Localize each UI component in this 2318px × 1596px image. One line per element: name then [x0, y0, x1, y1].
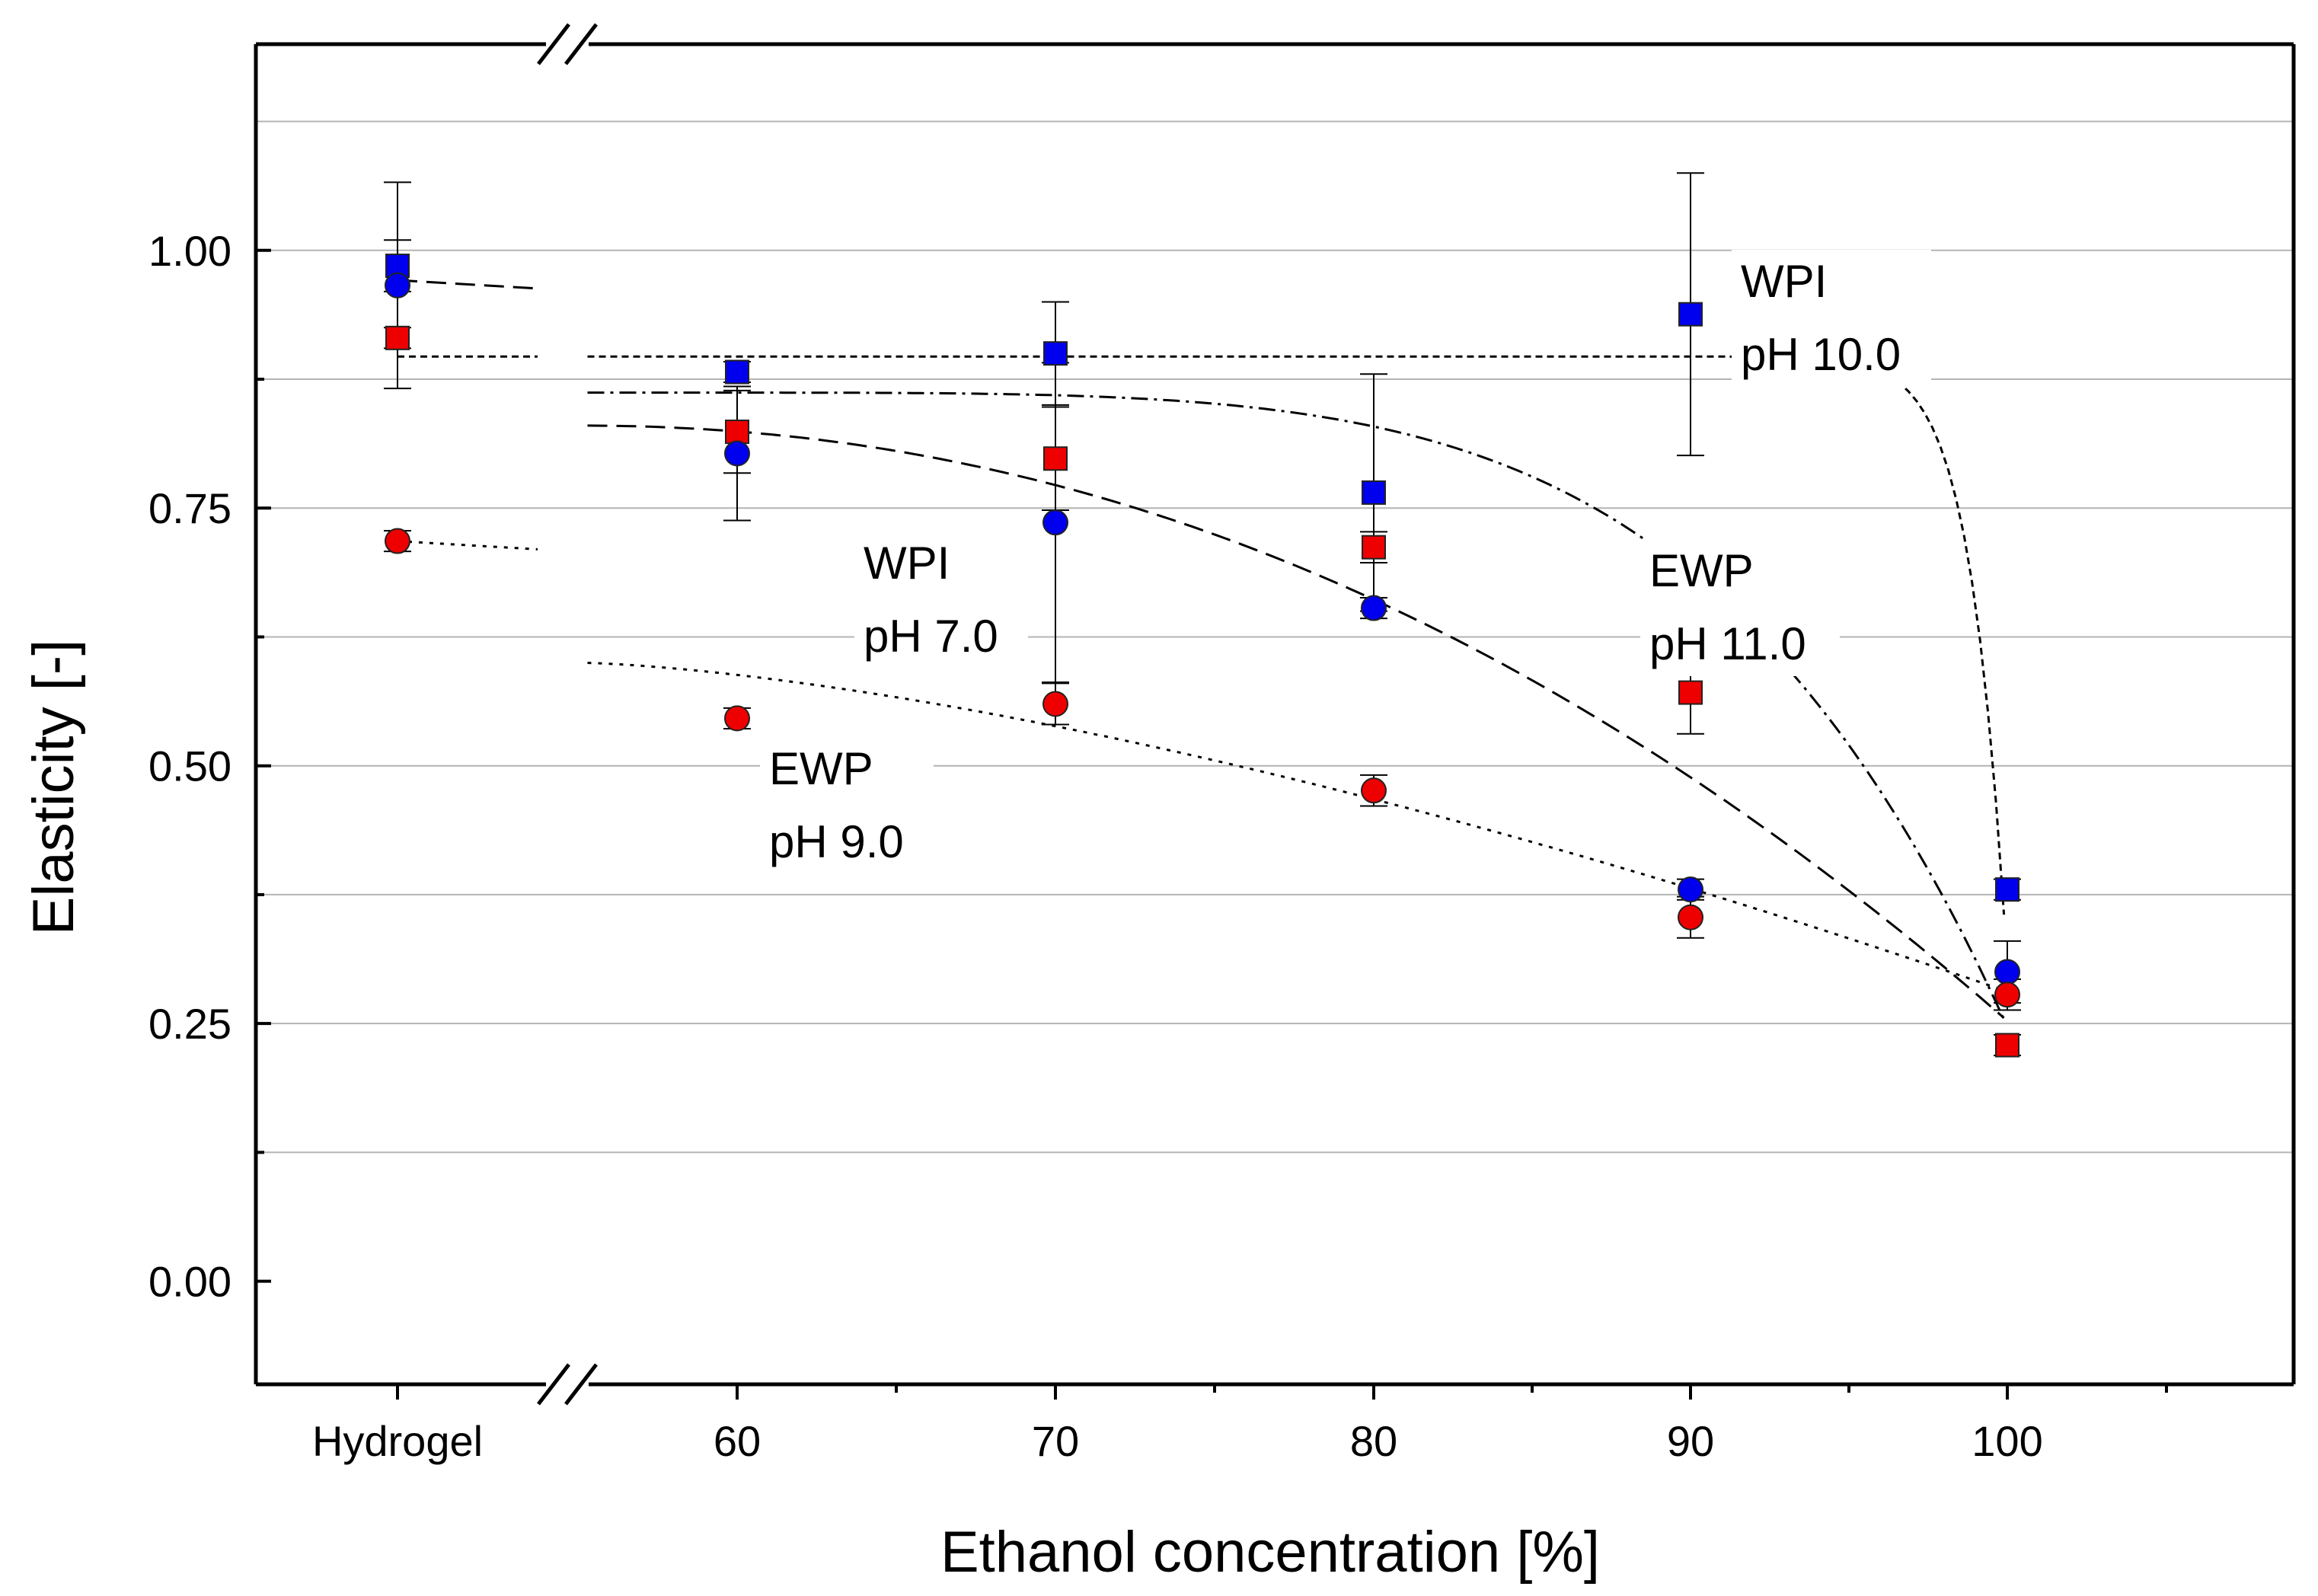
axis-break-mark: [564, 1363, 598, 1406]
circle-marker: [724, 705, 750, 732]
series-annotation: pH 9.0: [769, 816, 904, 867]
fit-curve: [587, 662, 2005, 992]
circle-marker: [724, 440, 750, 467]
y-tick-label: 0.75: [148, 484, 231, 532]
annotation-bg: [760, 737, 934, 874]
circle-marker: [1994, 959, 2020, 985]
series-annotation: pH 7.0: [864, 611, 998, 662]
square-marker: [1995, 1033, 2019, 1058]
square-marker: [725, 359, 749, 385]
series-annotation: pH 11.0: [1649, 618, 1806, 669]
square-marker: [1362, 535, 1386, 560]
hydrogel-fit-segment: [397, 279, 538, 290]
circle-marker: [1042, 691, 1068, 717]
square-marker: [1362, 480, 1386, 505]
circle-marker: [385, 528, 410, 554]
square-marker: [1043, 446, 1068, 471]
square-marker: [1678, 302, 1703, 327]
circle-marker: [1678, 904, 1703, 930]
circle-marker: [385, 272, 410, 298]
circle-marker: [1361, 777, 1387, 804]
square-marker: [385, 325, 410, 350]
tick-labels: 0.00 0.25 0.50 0.75 1.00 Hydrogel 60 70 80 90 100: [148, 227, 2043, 1465]
fit-curve: [587, 424, 2005, 1019]
x-tick-label: 80: [1350, 1417, 1397, 1465]
y-tick-label: 0.00: [148, 1258, 231, 1306]
axis-break-mark: [564, 23, 598, 65]
annotation-bg: [1640, 539, 1840, 676]
x-tick-label: 60: [714, 1417, 761, 1465]
fit-curve: [587, 391, 2005, 1020]
circle-marker: [1994, 982, 2020, 1008]
hydrogel-fit-segment: [397, 540, 538, 551]
axis-break-mark: [537, 23, 570, 65]
circle-marker: [1361, 595, 1387, 621]
y-tick-label: 0.25: [148, 1000, 231, 1048]
circle-marker: [1678, 876, 1703, 903]
annotation-bg: [854, 531, 1028, 669]
x-tick-label: Hydrogel: [312, 1417, 483, 1465]
x-tick-label: 70: [1032, 1417, 1079, 1465]
y-tick-label: 0.50: [148, 742, 231, 790]
data-points: [385, 254, 2020, 1058]
x-tick-label: 100: [1972, 1417, 2042, 1465]
series-annotation: WPI: [864, 538, 950, 589]
y-axis-title: Elasticity [-]: [21, 640, 86, 936]
gridlines: [256, 120, 2294, 1154]
series-annotation: EWP: [1649, 545, 1754, 596]
x-axis-title: Ethanol concentration [%]: [940, 1520, 1600, 1585]
square-marker: [725, 420, 749, 445]
annotation-bg: [1732, 250, 1931, 387]
y-tick-label: 1.00: [148, 227, 231, 275]
square-marker: [1043, 341, 1068, 366]
circle-marker: [1042, 509, 1068, 536]
series-annotations: WPI pH 10.0 EWP pH 11.0 WPI pH 7.0 EWP pH 9.0: [760, 250, 1931, 874]
x-tick-label: 90: [1667, 1417, 1714, 1465]
series-annotation: EWP: [769, 743, 873, 794]
series-annotation: pH 10.0: [1741, 329, 1901, 380]
axis-ticks: [256, 248, 2168, 1400]
square-marker: [1995, 877, 2019, 902]
square-marker: [1678, 680, 1703, 705]
series-annotation: WPI: [1741, 256, 1827, 307]
plot-frame: [254, 23, 2296, 1406]
axis-break-mark: [537, 1363, 570, 1406]
